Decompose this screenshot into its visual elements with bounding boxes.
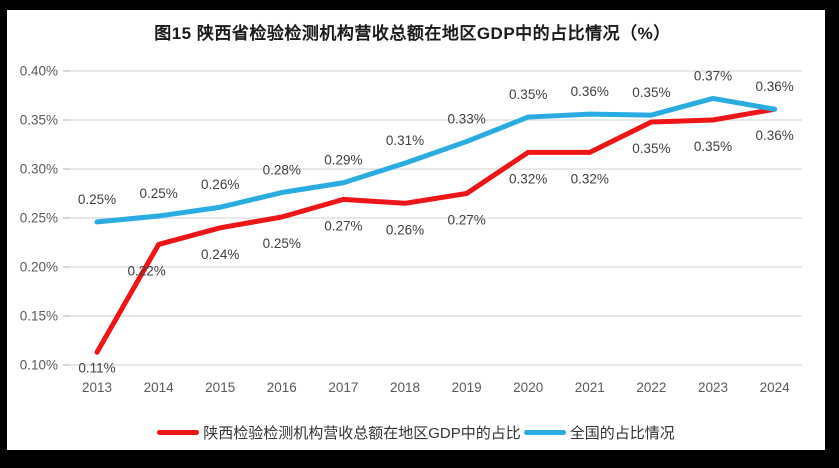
data-label: 0.25%	[78, 192, 116, 207]
data-label: 0.25%	[139, 186, 177, 201]
y-tick-label: 0.25%	[20, 211, 58, 226]
y-tick-label: 0.35%	[20, 113, 58, 128]
data-label: 0.37%	[694, 68, 732, 83]
x-tick-label: 2020	[513, 380, 543, 395]
data-label: 0.35%	[632, 85, 670, 100]
x-tick-label: 2022	[636, 380, 666, 395]
data-label: 0.32%	[509, 171, 547, 186]
y-tick-label: 0.40%	[20, 64, 58, 79]
y-tick-label: 0.10%	[20, 358, 58, 373]
legend-line-blue-icon	[523, 429, 566, 435]
chart-title: 图15 陕西省检验检测机构营收总额在地区GDP中的占比情况（%）	[154, 24, 671, 43]
y-tick-label: 0.15%	[20, 309, 58, 324]
data-label: 0.35%	[632, 141, 670, 156]
x-tick-label: 2015	[205, 380, 235, 395]
x-tick-label: 2014	[144, 380, 175, 395]
data-label: 0.32%	[571, 171, 609, 186]
data-label: 0.33%	[447, 112, 485, 127]
data-label: 0.36%	[571, 84, 609, 99]
legend-label-national: 全国的占比情况	[569, 424, 675, 442]
data-label: 0.27%	[324, 218, 362, 233]
legend-line-red-icon	[157, 429, 200, 435]
chart-legend: 陕西检验检测机构营收总额在地区GDP中的占比 全国的占比情况	[7, 420, 825, 444]
legend-label-shaanxi: 陕西检验检测机构营收总额在地区GDP中的占比	[203, 424, 521, 442]
x-tick-label: 2023	[698, 380, 728, 395]
screen-border-left	[0, 0, 7, 468]
data-label: 0.36%	[755, 128, 793, 143]
data-label: 0.26%	[386, 222, 424, 237]
series-line-shaanxi	[94, 106, 778, 355]
screen-border-bottom	[0, 450, 839, 468]
x-tick-label: 2013	[82, 380, 112, 395]
data-label: 0.11%	[78, 360, 115, 375]
data-label: 0.29%	[324, 153, 362, 168]
x-tick-label: 2019	[452, 380, 482, 395]
screen-border-right	[825, 0, 839, 468]
data-label: 0.35%	[509, 87, 547, 102]
data-label: 0.22%	[127, 263, 165, 278]
data-label: 0.25%	[263, 236, 301, 251]
series-line-national	[94, 95, 778, 225]
data-label: 0.27%	[447, 213, 485, 228]
data-label: 0.31%	[386, 133, 424, 148]
y-tick-label: 0.30%	[20, 162, 58, 177]
screen-border-top	[0, 0, 839, 10]
x-tick-label: 2024	[760, 380, 791, 395]
data-label: 0.28%	[263, 163, 301, 178]
data-label: 0.24%	[201, 247, 239, 262]
x-tick-label: 2016	[267, 380, 297, 395]
legend-item-national: 全国的占比情况	[523, 422, 675, 443]
legend-item-shaanxi: 陕西检验检测机构营收总额在地区GDP中的占比	[157, 422, 521, 443]
x-tick-label: 2018	[390, 380, 420, 395]
x-tick-label: 2017	[328, 380, 358, 395]
y-tick-label: 0.20%	[20, 260, 58, 275]
data-label: 0.36%	[755, 79, 793, 94]
data-label: 0.26%	[201, 177, 239, 192]
data-label: 0.35%	[694, 139, 732, 154]
x-tick-label: 2021	[575, 380, 605, 395]
